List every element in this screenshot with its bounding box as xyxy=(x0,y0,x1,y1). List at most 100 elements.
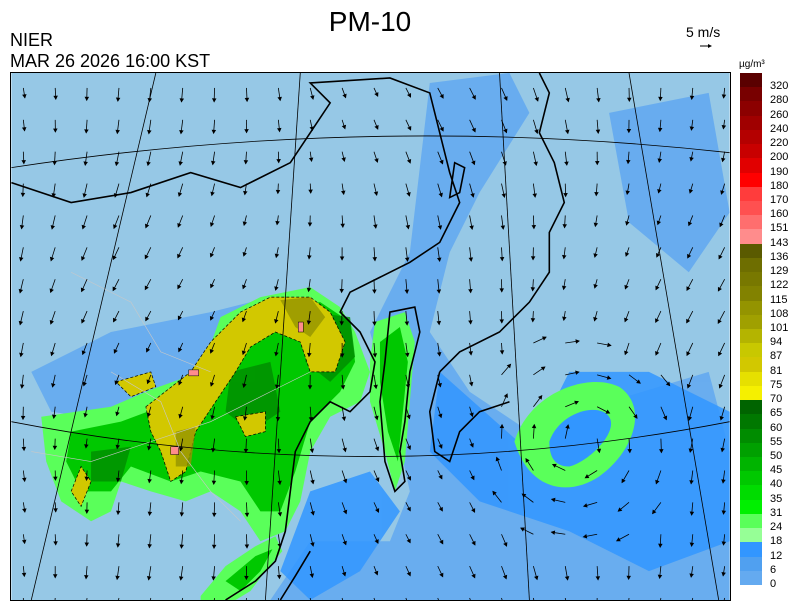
wind-arrow-head xyxy=(561,285,567,291)
pm10-concentration-map xyxy=(10,72,731,601)
legend-label: 6 xyxy=(770,563,777,576)
wind-arrow-head xyxy=(687,253,692,259)
wind-arrow-head xyxy=(551,463,557,468)
wind-arrow-head xyxy=(275,220,280,226)
legend-bin xyxy=(740,144,762,159)
vector-scale-label: 5 m/s xyxy=(686,24,721,40)
wind-arrow-head xyxy=(243,448,249,454)
wind-arrow-head xyxy=(436,289,442,294)
wind-arrow-head xyxy=(49,288,54,294)
wind-arrow-head xyxy=(373,224,378,229)
legend-bin xyxy=(740,513,762,529)
wind-arrow-head xyxy=(499,350,505,355)
wind-arrow-head xyxy=(596,97,601,103)
wind-arrow-head xyxy=(540,366,546,371)
wind-arrow-head xyxy=(307,385,313,390)
wind-arrow-head xyxy=(209,382,215,387)
legend-label: 24 xyxy=(770,521,783,534)
legend-label: 180 xyxy=(770,179,789,192)
legend-bin xyxy=(740,229,762,245)
wind-arrow-head xyxy=(145,316,150,322)
wind-arrow-head xyxy=(471,95,476,100)
wind-arrow-head xyxy=(624,317,629,323)
wind-arrow-head xyxy=(438,444,443,449)
wind-arrow-head xyxy=(21,539,27,545)
wind-arrow-head xyxy=(404,289,410,294)
wind-arrow-head xyxy=(689,156,694,162)
wind-arrow-head xyxy=(274,384,280,390)
wind-arrow-head xyxy=(659,449,664,454)
wind-arrow-head xyxy=(721,94,727,99)
wind-arrow-head xyxy=(406,506,411,512)
wind-arrow-head xyxy=(84,509,90,514)
wind-arrow-head xyxy=(276,159,281,164)
wind-arrow-head xyxy=(655,479,660,485)
legend-bin xyxy=(740,257,762,273)
legend-bin xyxy=(740,215,762,230)
wind-arrow-head xyxy=(594,161,600,166)
wind-arrow-head xyxy=(689,480,694,485)
legend-bin xyxy=(740,272,762,287)
legend-label: 70 xyxy=(770,393,783,406)
wind-arrow-head xyxy=(373,191,379,196)
wind-arrow-head xyxy=(49,256,55,262)
wind-arrow-head xyxy=(18,320,24,326)
wind-arrow xyxy=(723,597,726,600)
wind-arrow-head xyxy=(113,349,118,354)
wind-arrow-head xyxy=(339,353,345,358)
legend-label: 40 xyxy=(770,478,783,491)
wind-arrow-head xyxy=(657,127,663,133)
wind-arrow-head xyxy=(686,318,691,324)
wind-arrow-head xyxy=(309,573,314,579)
wind-arrow-head xyxy=(211,98,217,103)
wind-arrow-head xyxy=(177,253,182,259)
wind-arrow-head xyxy=(52,445,58,451)
wind-arrow-head xyxy=(242,252,247,257)
wind-arrow-head xyxy=(499,423,505,429)
wind-arrow-head xyxy=(404,257,410,262)
wind-arrow-head xyxy=(307,222,313,227)
legend-bin xyxy=(740,87,762,102)
wind-arrow-head xyxy=(147,129,152,135)
wind-arrow-head xyxy=(563,193,568,198)
wind-arrow-head xyxy=(492,490,497,496)
wind-arrow xyxy=(373,597,376,600)
wind-arrow-head xyxy=(662,415,668,421)
wind-arrow-head xyxy=(468,257,474,262)
wind-arrow-head xyxy=(468,351,473,356)
wind-arrow-head xyxy=(718,351,723,357)
legend-label: 60 xyxy=(770,421,783,434)
wind-arrow-head xyxy=(617,507,623,512)
legend-label: 94 xyxy=(770,336,783,349)
wind-arrow-head xyxy=(626,575,631,581)
wind-arrow-head xyxy=(50,351,55,357)
wind-arrow-head xyxy=(657,158,662,163)
legend-bin xyxy=(740,172,762,188)
wind-arrow-head xyxy=(503,393,508,399)
wind-arrow-head xyxy=(564,129,570,135)
wind-arrow-head xyxy=(146,347,151,353)
wind-arrow-head xyxy=(52,574,58,579)
legend-label: 50 xyxy=(770,450,783,462)
wind-arrow-head xyxy=(438,413,443,419)
wind-arrow-head xyxy=(115,444,121,450)
wind-arrow-head xyxy=(210,283,215,289)
wind-arrow-head xyxy=(209,222,215,227)
wind-arrow-head xyxy=(471,160,476,166)
wind-arrow-head xyxy=(374,125,379,130)
legend-label: 75 xyxy=(770,378,783,391)
legend-label: 108 xyxy=(770,307,789,320)
wind-arrow-head xyxy=(84,129,89,134)
wind-arrow-head xyxy=(721,479,726,484)
wind-arrow-head xyxy=(627,449,632,454)
legend-label: 122 xyxy=(770,279,789,292)
wind-arrow-head xyxy=(438,474,443,480)
wind-arrow-head xyxy=(22,94,27,99)
wind-arrow-head xyxy=(51,414,57,420)
wind-arrow-head xyxy=(342,478,348,484)
wind-arrow-head xyxy=(275,417,281,422)
wind-arrow-head xyxy=(374,92,379,97)
wind-arrow-head xyxy=(53,95,58,100)
wind-arrow-head xyxy=(146,379,151,385)
wind-arrow-head xyxy=(562,316,567,322)
